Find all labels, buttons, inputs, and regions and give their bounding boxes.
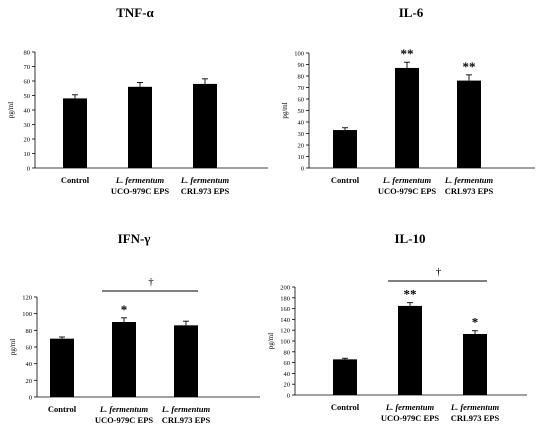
chart-title: TNF-α [116,5,154,20]
significance-mark: ** [463,59,476,74]
bar [50,338,74,397]
y-tick-label: 80 [24,50,31,57]
category-label: L. fermentum [444,175,494,185]
y-tick-label: 140 [280,317,290,324]
chart-title: IFN-γ [118,231,151,246]
y-tick-label: 60 [26,345,33,352]
chart-il-10: IL-10 0 20 40 60 80 100 120 140 160 180 200 pg/ml Con… [267,217,550,434]
y-tick-label: 70 [24,64,31,71]
y-tick-label: 40 [24,108,31,115]
chart-ifn-gamma: IFN-γ 0 20 40 60 80 100 120 pg/ml Control * L. ferm… [0,217,275,434]
bar [63,98,87,168]
category-label-line2: UCO-979C EPS [95,415,154,425]
significance-mark: * [472,315,479,330]
significance-mark: ** [404,287,417,302]
bar [398,305,422,395]
y-tick-label: 100 [280,339,290,346]
y-tick-label: 40 [26,361,33,368]
y-tick-label: 200 [280,285,290,292]
y-tick-label: 20 [298,143,305,150]
category-label: L. fermentum [450,402,500,412]
y-tick-label: 60 [24,79,31,86]
y-tick-label: 60 [284,360,291,367]
y-tick-label: 120 [280,328,290,335]
significance-mark: * [121,302,128,317]
y-tick-label: 20 [26,378,33,385]
y-tick-label: 0 [287,393,290,400]
y-tick-label: 30 [298,131,305,138]
category-label-line2: CRL973 EPS [162,415,211,425]
category-label: Control [61,175,90,185]
y-tick-label: 50 [298,108,305,115]
y-tick-label: 80 [298,74,305,81]
category-label-line2: UCO-979C EPS [378,186,437,196]
y-tick-label: 0 [301,166,304,173]
y-tick-label: 10 [24,151,31,158]
y-tick-label: 180 [280,295,290,302]
category-label: Control [331,402,360,412]
y-tick-label: 160 [280,306,290,313]
y-axis-label: pg/ml [281,102,289,118]
category-label: L. fermentum [99,404,149,414]
y-tick-label: 80 [26,328,33,335]
chart-svg: IL-6 0 10 20 30 40 50 60 70 80 90 100 pg/ml Control **… [281,5,535,196]
y-tick-label: 20 [284,382,291,389]
chart-il-6: IL-6 0 10 20 30 40 50 60 70 80 90 100 pg/ml Control **… [275,0,550,217]
chart-svg: IL-10 0 20 40 60 80 100 120 140 160 180 200 pg/ml Con… [267,231,527,423]
significance-dagger: † [148,276,154,288]
category-label: L. fermentum [161,404,211,414]
y-tick-label: 80 [284,349,291,356]
bar [333,130,357,168]
y-tick-label: 100 [22,311,32,318]
category-label: Control [48,404,77,414]
bar [174,325,198,397]
category-label-line2: UCO-979C EPS [381,413,440,423]
category-label-line2: CRL973 EPS [181,186,230,196]
chart-title: IL-10 [394,231,425,246]
bar [112,322,136,397]
y-tick-label: 70 [298,85,305,92]
category-label: L. fermentum [385,402,435,412]
category-label-line2: UCO-979C EPS [111,186,170,196]
y-tick-label: 20 [24,137,31,144]
category-label: Control [331,175,360,185]
y-tick-label: 90 [298,62,305,69]
bar [193,83,217,168]
bar [463,333,487,395]
y-tick-label: 30 [24,122,31,129]
bar [333,359,357,395]
y-tick-label: 0 [29,395,32,402]
y-tick-label: 10 [298,154,305,161]
bar [395,67,419,168]
y-axis-label: pg/ml [267,333,275,349]
y-tick-label: 40 [298,120,305,127]
y-tick-label: 100 [294,51,304,58]
chart-svg: IFN-γ 0 20 40 60 80 100 120 pg/ml Control * L. ferm… [9,231,260,425]
category-label: L. fermentum [382,175,432,185]
category-label: L. fermentum [180,175,230,185]
significance-mark: ** [401,46,414,61]
significance-dagger: † [436,266,442,278]
y-axis-label: pg/ml [9,339,17,355]
y-tick-label: 60 [298,97,305,104]
category-label-line2: CRL973 EPS [445,186,494,196]
y-tick-label: 120 [22,295,32,302]
y-axis-label: pg/ml [7,102,15,118]
bar [128,86,152,168]
chart-svg: TNF-α 0 10 20 30 40 50 60 70 80 pg/ml Control L. fer… [7,5,268,196]
category-label: L. fermentum [115,175,165,185]
category-label-line2: CRL973 EPS [451,413,500,423]
chart-title: IL-6 [399,5,424,20]
y-tick-label: 0 [27,166,30,173]
chart-tnf-alpha: TNF-α 0 10 20 30 40 50 60 70 80 pg/ml Control L. fer… [0,0,275,217]
bar [457,80,481,168]
y-tick-label: 50 [24,93,31,100]
y-tick-label: 40 [284,371,291,378]
